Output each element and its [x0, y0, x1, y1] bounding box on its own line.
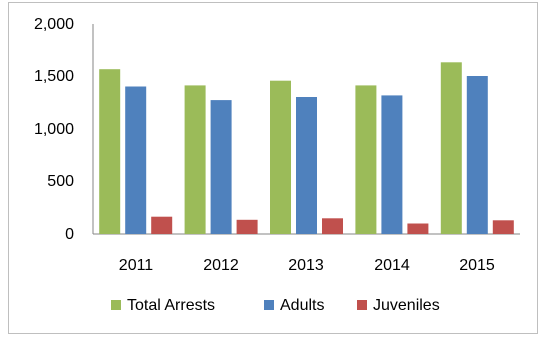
bar-total-arrests-2011	[99, 69, 121, 234]
x-tick-label: 2015	[459, 257, 495, 274]
bar-adults-2012	[210, 100, 232, 234]
y-tick-label: 0	[65, 226, 74, 243]
y-tick-label: 2,000	[34, 16, 74, 33]
y-axis-ticks: 0 500 1,000 1,500 2,000	[34, 16, 74, 243]
x-axis-ticks: 2011 2012 2013 2014 2015	[119, 257, 495, 274]
bar-adults-2014	[381, 95, 403, 235]
bar-juveniles-2015	[492, 220, 514, 234]
bar-juveniles-2011	[151, 216, 173, 234]
bar-total-arrests-2013	[270, 80, 291, 234]
bar-juveniles-2013	[322, 218, 343, 235]
legend-label-juveniles: Juveniles	[373, 297, 440, 314]
legend: Total Arrests Adults Juveniles	[111, 297, 440, 314]
x-tick-label: 2012	[203, 257, 239, 274]
legend-swatch-adults	[264, 300, 274, 310]
legend-label-total-arrests: Total Arrests	[127, 297, 215, 314]
y-tick-label: 1,000	[34, 121, 74, 138]
bar-adults-2015	[466, 76, 488, 234]
bars-group	[99, 62, 514, 235]
bar-total-arrests-2012	[184, 85, 206, 235]
bar-juveniles-2014	[407, 223, 429, 234]
bar-total-arrests-2014	[355, 85, 377, 235]
y-tick-label: 500	[47, 173, 74, 190]
legend-swatch-juveniles	[357, 300, 367, 310]
x-tick-label: 2011	[119, 257, 154, 274]
bar-total-arrests-2015	[440, 62, 462, 234]
bar-adults-2013	[296, 97, 317, 234]
legend-swatch-total-arrests	[111, 300, 121, 310]
x-tick-label: 2014	[374, 257, 410, 274]
x-tick-label: 2013	[288, 257, 324, 274]
y-tick-label: 1,500	[34, 68, 74, 85]
bar-adults-2011	[125, 86, 147, 234]
bar-juveniles-2012	[236, 219, 258, 234]
legend-label-adults: Adults	[280, 297, 324, 314]
